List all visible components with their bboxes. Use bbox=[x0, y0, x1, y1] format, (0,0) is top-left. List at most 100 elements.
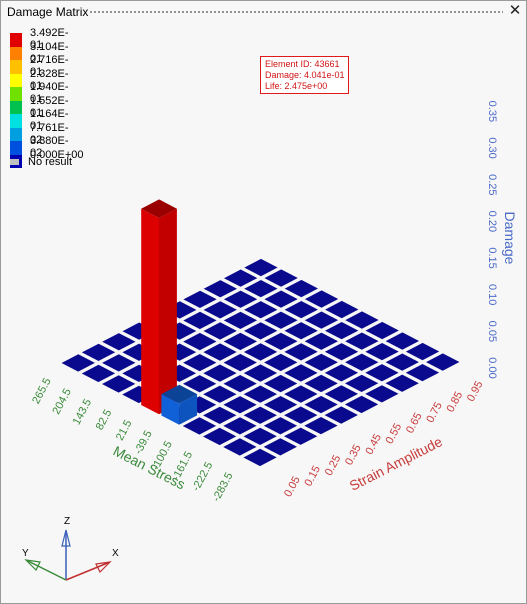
matrix-cell[interactable] bbox=[264, 290, 298, 308]
matrix-cell[interactable] bbox=[284, 427, 318, 445]
matrix-cell[interactable] bbox=[365, 321, 399, 340]
matrix-cell[interactable] bbox=[223, 290, 258, 308]
matrix-cell[interactable] bbox=[405, 364, 440, 382]
matrix-cell[interactable] bbox=[243, 448, 277, 467]
matrix-cell[interactable] bbox=[264, 269, 298, 287]
matrix-cell[interactable] bbox=[264, 332, 298, 350]
matrix-cell[interactable] bbox=[61, 354, 95, 372]
matrix-cell[interactable] bbox=[243, 385, 277, 403]
matrix-cell[interactable] bbox=[223, 375, 257, 393]
matrix-cell[interactable] bbox=[304, 353, 338, 371]
matrix-cell[interactable] bbox=[325, 322, 359, 340]
damage-tick-label: 0.15 bbox=[486, 247, 498, 268]
triad-y-label: Y bbox=[22, 548, 29, 559]
matrix-cell[interactable] bbox=[325, 300, 359, 319]
legend-label: 0.000E+00 bbox=[30, 148, 84, 161]
damage-bar-right-face bbox=[159, 208, 177, 415]
matrix-cell[interactable] bbox=[203, 322, 237, 340]
legend-label: 3.880E-02 bbox=[30, 135, 69, 159]
legend-no-result-swatch bbox=[10, 159, 19, 165]
matrix-cell[interactable] bbox=[223, 438, 257, 456]
matrix-cell[interactable] bbox=[324, 385, 358, 403]
damage-tick-label: 0.25 bbox=[486, 174, 498, 195]
matrix-cell[interactable] bbox=[203, 406, 237, 424]
matrix-cell[interactable] bbox=[385, 353, 419, 371]
matrix-cell[interactable] bbox=[304, 290, 339, 308]
matrix-cell[interactable] bbox=[81, 343, 116, 361]
matrix-cell[interactable] bbox=[263, 438, 297, 456]
matrix-cell[interactable] bbox=[244, 280, 278, 298]
matrix-cell[interactable] bbox=[183, 354, 217, 372]
matrix-cell[interactable] bbox=[284, 406, 318, 424]
matrix-cell[interactable] bbox=[284, 279, 318, 298]
matrix-cell[interactable] bbox=[244, 322, 278, 340]
matrix-cell[interactable] bbox=[264, 374, 298, 393]
matrix-cell[interactable] bbox=[203, 385, 237, 403]
damage-tick-label: 0.20 bbox=[486, 211, 498, 232]
matrix-cell[interactable] bbox=[385, 332, 419, 350]
matrix-cell[interactable] bbox=[263, 396, 298, 414]
matrix-cell[interactable] bbox=[304, 417, 338, 435]
matrix-cell[interactable] bbox=[223, 353, 257, 372]
matrix-cell[interactable] bbox=[324, 364, 359, 382]
matrix-cell[interactable] bbox=[223, 311, 258, 329]
matrix-cell[interactable] bbox=[102, 354, 136, 372]
matrix-cell[interactable] bbox=[345, 353, 379, 371]
matrix-cell[interactable] bbox=[345, 374, 379, 392]
matrix-cell[interactable] bbox=[243, 343, 278, 361]
matrix-cell[interactable] bbox=[223, 396, 257, 414]
matrix-cell[interactable] bbox=[284, 322, 318, 340]
matrix-cell[interactable] bbox=[365, 343, 399, 361]
matrix-cell[interactable] bbox=[365, 364, 399, 382]
matrix-cell[interactable] bbox=[243, 364, 278, 382]
matrix-cell[interactable] bbox=[203, 427, 237, 446]
matrix-cell[interactable] bbox=[284, 385, 318, 403]
matrix-cell[interactable] bbox=[223, 332, 257, 351]
matrix-cell[interactable] bbox=[264, 353, 298, 372]
close-button[interactable]: ✕ bbox=[508, 2, 522, 19]
matrix-cell[interactable] bbox=[304, 332, 338, 350]
matrix-cell[interactable] bbox=[365, 385, 399, 403]
matrix-cell[interactable] bbox=[263, 417, 298, 435]
matrix-cell[interactable] bbox=[183, 290, 217, 308]
matrix-cell[interactable] bbox=[344, 395, 379, 414]
matrix-cell[interactable] bbox=[203, 364, 237, 382]
matrix-cell[interactable] bbox=[183, 311, 217, 330]
matrix-cell[interactable] bbox=[405, 342, 440, 361]
legend-label: 1.552E-01 bbox=[30, 94, 69, 119]
damage-tick-label: 0.00 bbox=[486, 357, 498, 378]
matrix-cell[interactable] bbox=[182, 417, 217, 435]
matrix-cell[interactable] bbox=[102, 333, 136, 351]
matrix-cell[interactable] bbox=[284, 364, 318, 382]
matrix-cell[interactable] bbox=[243, 427, 277, 445]
matrix-cell[interactable] bbox=[203, 343, 237, 361]
matrix-cell[interactable] bbox=[324, 406, 358, 424]
matrix-cell[interactable] bbox=[264, 311, 298, 329]
matrix-cell[interactable] bbox=[203, 280, 237, 298]
matrix-cell[interactable] bbox=[183, 332, 217, 351]
matrix-cell[interactable] bbox=[304, 395, 338, 414]
matrix-cell[interactable] bbox=[304, 374, 338, 393]
matrix-cell[interactable] bbox=[203, 301, 237, 319]
matrix-cell[interactable] bbox=[284, 343, 318, 361]
matrix-cell[interactable] bbox=[81, 364, 116, 383]
drag-handle[interactable] bbox=[89, 10, 503, 14]
matrix-cell[interactable] bbox=[385, 374, 419, 392]
matrix-cell[interactable] bbox=[426, 353, 460, 371]
matrix-cell[interactable] bbox=[102, 375, 136, 393]
matrix-cell[interactable] bbox=[345, 311, 379, 329]
matrix-cell[interactable] bbox=[244, 258, 278, 277]
damage-bar-top-face bbox=[161, 384, 198, 404]
matrix-cell[interactable] bbox=[304, 311, 339, 329]
matrix-cell[interactable] bbox=[243, 406, 277, 424]
legend-no-result-label: No result bbox=[28, 156, 73, 168]
matrix-cell[interactable] bbox=[224, 269, 258, 287]
matrix-cell[interactable] bbox=[223, 417, 257, 435]
matrix-cell[interactable] bbox=[244, 301, 278, 319]
matrix-cell[interactable] bbox=[345, 332, 379, 350]
matrix-cell[interactable] bbox=[324, 343, 359, 361]
matrix-cell[interactable] bbox=[284, 301, 318, 319]
matrix-cell[interactable] bbox=[183, 375, 217, 393]
